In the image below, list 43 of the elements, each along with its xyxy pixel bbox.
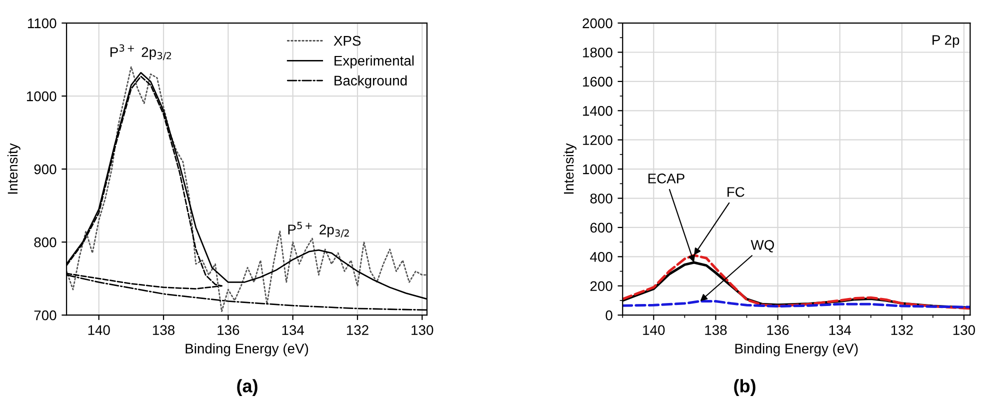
x-tick-label: 130	[953, 325, 975, 336]
y-tick-label: 700	[34, 310, 56, 320]
y-axis-title: Intensity	[7, 143, 20, 194]
x-tick-label: 140	[88, 325, 110, 336]
x-tick-label: 132	[346, 325, 368, 336]
annotation: P$^{3+}$ 2p$_{3/2}$	[110, 44, 172, 60]
text: FC	[728, 187, 744, 197]
y-tick-label: 800	[34, 237, 56, 248]
y-tick-label: 1400	[583, 106, 612, 116]
y-tick-label: 0	[606, 310, 612, 320]
legend-label: XPS	[334, 36, 361, 46]
x-tick-label: 136	[767, 325, 789, 336]
y-tick-label: 2000	[582, 18, 612, 28]
y-tick-label: 1000	[26, 91, 56, 102]
x-tick-label: 136	[218, 325, 240, 336]
y-axis-title: Intensity	[563, 143, 576, 194]
y-tick-label: 800	[590, 194, 612, 204]
x-tick-label: 138	[152, 325, 174, 336]
x-tick-label: 138	[705, 325, 727, 336]
y-tick-label: 1100	[28, 18, 56, 28]
x-axis-title: Binding Energy (eV)	[186, 343, 308, 356]
y-tick-label: 900	[34, 164, 56, 174]
legend-label: Background	[334, 75, 407, 88]
y-tick-label: 1600	[583, 76, 612, 87]
annotation: P$^{5+}$ 2p$_{3/2}$	[288, 222, 349, 238]
x-tick-label: 134	[282, 325, 304, 336]
y-tick-label: 600	[590, 222, 612, 233]
annotation: P 2p	[932, 35, 960, 48]
x-axis-title: Binding Energy (eV)	[735, 343, 858, 356]
text: ECAP	[648, 174, 684, 184]
y-tick-label: 1000	[583, 164, 612, 174]
y-tick-label: 1200	[583, 135, 612, 146]
text: (b)	[734, 379, 756, 396]
y-tick-label: 1800	[583, 48, 612, 58]
y-tick-label: 200	[590, 281, 612, 292]
legend-label: Experimental	[334, 55, 414, 68]
y-tick-label: 400	[590, 252, 612, 262]
x-tick-label: 132	[891, 325, 913, 336]
text: (a)	[237, 379, 258, 396]
text: WQ	[750, 240, 774, 252]
x-tick-label: 140	[643, 325, 665, 336]
x-tick-label: 134	[829, 325, 852, 336]
x-tick-label: 130	[412, 325, 434, 336]
